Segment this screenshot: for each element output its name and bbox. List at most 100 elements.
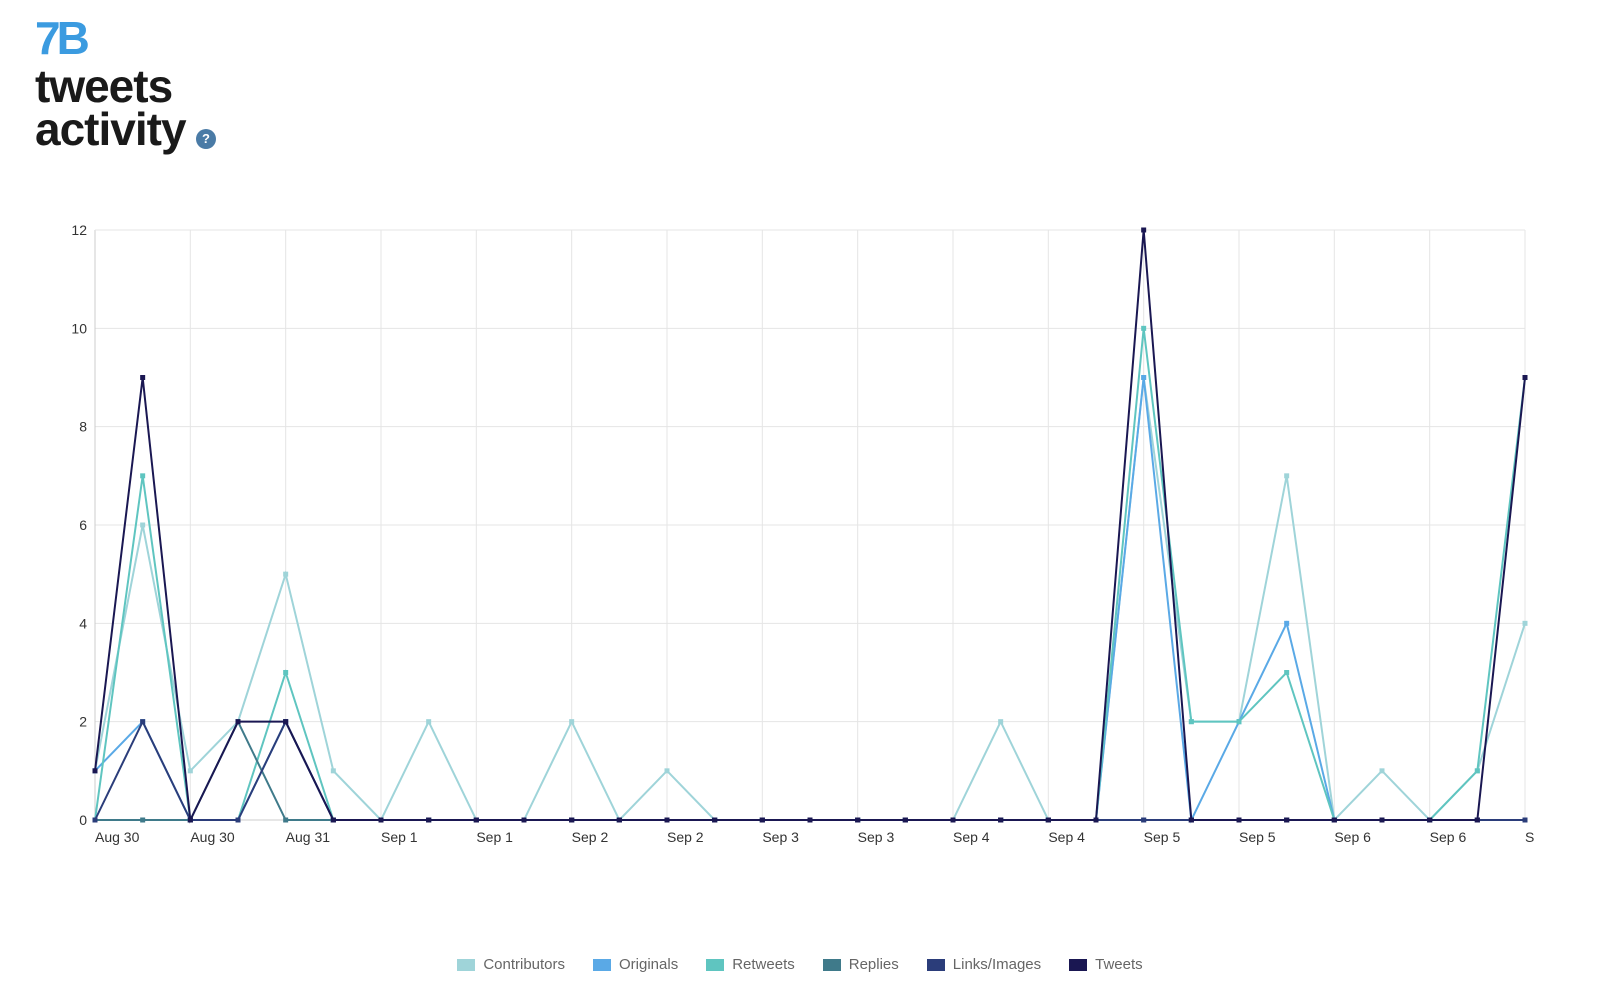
y-tick-label: 10	[71, 320, 87, 336]
series-marker	[713, 818, 717, 822]
series-marker	[427, 818, 431, 822]
legend-item[interactable]: Originals	[593, 956, 678, 973]
y-tick-label: 0	[79, 812, 87, 828]
legend-swatch	[823, 959, 841, 971]
legend-label: Originals	[619, 956, 678, 973]
series-marker	[1380, 769, 1384, 773]
series-marker	[903, 818, 907, 822]
chart-svg: 024681012Aug 30Aug 30Aug 31Sep 1Sep 1Sep…	[55, 220, 1535, 860]
x-tick-label: Aug 31	[286, 829, 331, 845]
title-line-1: tweets	[35, 65, 1540, 109]
legend-label: Links/Images	[953, 956, 1041, 973]
series-marker	[760, 818, 764, 822]
series-marker	[617, 818, 621, 822]
legend-swatch	[457, 959, 475, 971]
series-marker	[570, 720, 574, 724]
series-marker	[284, 572, 288, 576]
series-marker	[188, 769, 192, 773]
y-tick-label: 4	[79, 615, 87, 631]
legend-swatch	[927, 959, 945, 971]
series-marker	[141, 523, 145, 527]
x-tick-label: Sep 2	[667, 829, 704, 845]
legend-item[interactable]: Tweets	[1069, 956, 1143, 973]
series-marker	[141, 818, 145, 822]
y-tick-label: 8	[79, 419, 87, 435]
series-marker	[379, 818, 383, 822]
legend-item[interactable]: Links/Images	[927, 956, 1041, 973]
x-tick-label: Sep 7	[1525, 829, 1535, 845]
x-tick-label: Aug 30	[95, 829, 140, 845]
series-marker	[1523, 376, 1527, 380]
title-line-2: activity	[35, 103, 186, 155]
series-marker	[1332, 818, 1336, 822]
series-marker	[1142, 376, 1146, 380]
series-marker	[141, 474, 145, 478]
series-marker	[1285, 474, 1289, 478]
x-tick-label: Sep 3	[858, 829, 895, 845]
series-marker	[1523, 621, 1527, 625]
legend-label: Tweets	[1095, 956, 1143, 973]
series-marker	[188, 818, 192, 822]
series-marker	[1428, 818, 1432, 822]
page-title: tweets activity ?	[35, 65, 1540, 152]
series-marker	[1523, 818, 1527, 822]
series-marker	[1142, 818, 1146, 822]
legend-item[interactable]: Replies	[823, 956, 899, 973]
series-marker	[331, 818, 335, 822]
legend-label: Contributors	[483, 956, 565, 973]
legend-item[interactable]: Retweets	[706, 956, 795, 973]
legend-swatch	[706, 959, 724, 971]
series-marker	[474, 818, 478, 822]
series-marker	[427, 720, 431, 724]
series-marker	[856, 818, 860, 822]
series-marker	[1285, 671, 1289, 675]
series-marker	[1285, 818, 1289, 822]
x-tick-label: Aug 30	[190, 829, 235, 845]
x-tick-label: Sep 5	[1144, 829, 1181, 845]
x-tick-label: Sep 1	[476, 829, 513, 845]
series-marker	[93, 769, 97, 773]
series-marker	[808, 818, 812, 822]
series-marker	[93, 818, 97, 822]
legend-swatch	[593, 959, 611, 971]
series-marker	[665, 769, 669, 773]
series-marker	[284, 671, 288, 675]
page-root: 7B tweets activity ? 024681012Aug 30Aug …	[0, 0, 1600, 1003]
legend-swatch	[1069, 959, 1087, 971]
y-tick-label: 2	[79, 714, 87, 730]
series-marker	[141, 720, 145, 724]
series-marker	[1142, 326, 1146, 330]
series-marker	[236, 818, 240, 822]
series-marker	[999, 720, 1003, 724]
x-tick-label: Sep 4	[953, 829, 990, 845]
series-marker	[999, 818, 1003, 822]
help-icon[interactable]: ?	[196, 129, 216, 149]
series-marker	[331, 769, 335, 773]
series-marker	[1094, 818, 1098, 822]
series-marker	[1237, 720, 1241, 724]
legend-label: Replies	[849, 956, 899, 973]
legend-item[interactable]: Contributors	[457, 956, 565, 973]
series-marker	[1237, 818, 1241, 822]
series-marker	[1475, 769, 1479, 773]
series-marker	[1285, 621, 1289, 625]
x-tick-label: Sep 6	[1334, 829, 1371, 845]
x-tick-label: Sep 6	[1430, 829, 1467, 845]
series-marker	[1475, 818, 1479, 822]
series-marker	[284, 720, 288, 724]
series-marker	[1046, 818, 1050, 822]
brand-logo: 7B	[35, 20, 1540, 57]
x-tick-label: Sep 4	[1048, 829, 1085, 845]
series-marker	[1380, 818, 1384, 822]
x-tick-label: Sep 5	[1239, 829, 1276, 845]
series-marker	[1189, 720, 1193, 724]
series-marker	[951, 818, 955, 822]
series-marker	[522, 818, 526, 822]
series-marker	[141, 376, 145, 380]
y-tick-label: 12	[71, 222, 87, 238]
x-tick-label: Sep 1	[381, 829, 418, 845]
series-marker	[665, 818, 669, 822]
series-marker	[284, 818, 288, 822]
tweets-activity-chart: 024681012Aug 30Aug 30Aug 31Sep 1Sep 1Sep…	[55, 220, 1535, 860]
series-marker	[236, 720, 240, 724]
